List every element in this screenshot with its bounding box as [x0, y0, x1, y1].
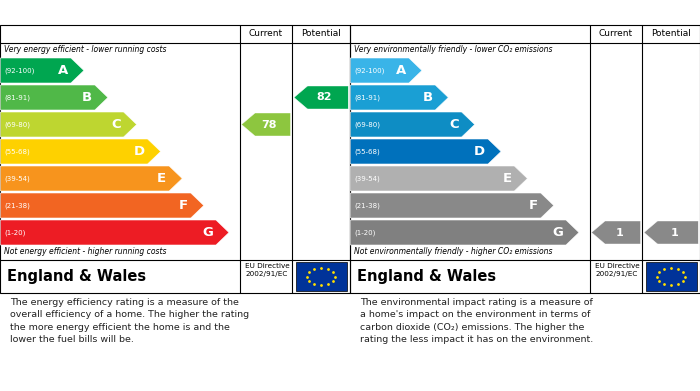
Polygon shape [0, 139, 160, 164]
Text: E: E [503, 172, 512, 185]
Bar [295, 262, 346, 291]
Text: B: B [422, 91, 433, 104]
Text: B: B [82, 91, 92, 104]
Text: England & Wales: England & Wales [7, 269, 146, 284]
Text: Potential: Potential [301, 29, 341, 38]
Text: Very environmentally friendly - lower CO₂ emissions: Very environmentally friendly - lower CO… [354, 45, 552, 54]
Text: 1: 1 [615, 228, 623, 237]
Text: Potential: Potential [651, 29, 691, 38]
Text: (1-20): (1-20) [4, 229, 26, 236]
Text: A: A [395, 64, 406, 77]
Text: A: A [58, 64, 68, 77]
Text: 82: 82 [317, 93, 332, 102]
Text: C: C [449, 118, 459, 131]
Bar [645, 262, 696, 291]
Text: England & Wales: England & Wales [357, 269, 496, 284]
Text: E: E [158, 172, 167, 185]
Polygon shape [0, 220, 229, 245]
Text: (81-91): (81-91) [354, 94, 380, 101]
Polygon shape [592, 221, 640, 244]
Polygon shape [351, 193, 554, 218]
Polygon shape [0, 58, 84, 83]
Text: G: G [552, 226, 563, 239]
Polygon shape [351, 220, 579, 245]
Text: (55-68): (55-68) [354, 148, 380, 155]
Text: Current: Current [599, 29, 633, 38]
Polygon shape [294, 86, 349, 109]
Polygon shape [644, 221, 699, 244]
Text: Current: Current [249, 29, 283, 38]
Text: C: C [111, 118, 121, 131]
Text: The energy efficiency rating is a measure of the
overall efficiency of a home. T: The energy efficiency rating is a measur… [10, 298, 250, 344]
Polygon shape [351, 85, 448, 110]
Polygon shape [0, 112, 136, 137]
Text: 78: 78 [262, 120, 277, 129]
Text: (92-100): (92-100) [4, 67, 34, 74]
Text: (69-80): (69-80) [354, 121, 380, 128]
Polygon shape [351, 58, 422, 83]
Text: Environmental Impact (CO₂) Rating: Environmental Impact (CO₂) Rating [355, 6, 587, 19]
Text: (92-100): (92-100) [354, 67, 384, 74]
Polygon shape [351, 139, 501, 164]
Text: (21-38): (21-38) [354, 202, 380, 209]
Polygon shape [351, 112, 475, 137]
Polygon shape [0, 85, 108, 110]
Text: (21-38): (21-38) [4, 202, 30, 209]
Polygon shape [351, 166, 527, 191]
Text: Not energy efficient - higher running costs: Not energy efficient - higher running co… [4, 247, 166, 256]
Text: Not environmentally friendly - higher CO₂ emissions: Not environmentally friendly - higher CO… [354, 247, 552, 256]
Text: Very energy efficient - lower running costs: Very energy efficient - lower running co… [4, 45, 166, 54]
Text: G: G [202, 226, 213, 239]
Text: EU Directive
2002/91/EC: EU Directive 2002/91/EC [595, 263, 640, 277]
Text: D: D [474, 145, 485, 158]
Text: 1: 1 [671, 228, 678, 237]
Text: EU Directive
2002/91/EC: EU Directive 2002/91/EC [245, 263, 290, 277]
Text: (39-54): (39-54) [354, 175, 380, 182]
Text: (1-20): (1-20) [354, 229, 376, 236]
Text: F: F [178, 199, 188, 212]
Text: The environmental impact rating is a measure of
a home's impact on the environme: The environmental impact rating is a mea… [360, 298, 594, 344]
Polygon shape [0, 166, 182, 191]
Text: D: D [134, 145, 145, 158]
Text: (39-54): (39-54) [4, 175, 30, 182]
Text: (81-91): (81-91) [4, 94, 30, 101]
Text: (69-80): (69-80) [4, 121, 30, 128]
Text: F: F [528, 199, 538, 212]
Polygon shape [0, 193, 204, 218]
Text: (55-68): (55-68) [4, 148, 30, 155]
Text: Energy Efficiency Rating: Energy Efficiency Rating [6, 6, 168, 19]
Polygon shape [241, 113, 290, 136]
